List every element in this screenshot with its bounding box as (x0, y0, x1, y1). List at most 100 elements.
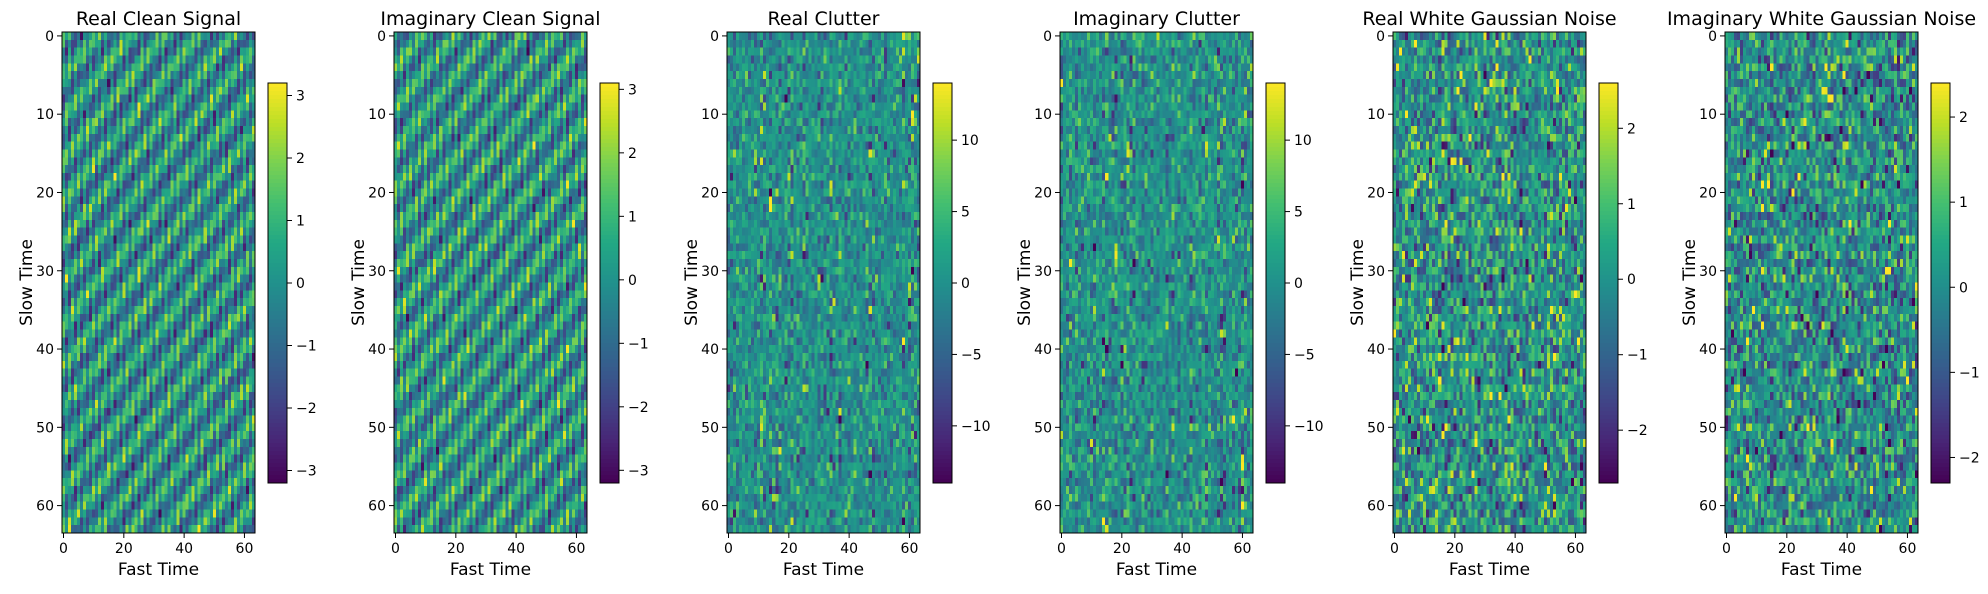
heatmap-cell (149, 189, 152, 197)
heatmap-cell (131, 181, 134, 189)
heatmap-cell (137, 32, 140, 40)
heatmap-cell (228, 463, 231, 471)
heatmap-cell (186, 110, 189, 118)
heatmap-cell (83, 322, 86, 330)
heatmap-cell (186, 251, 189, 259)
heatmap-cell (216, 259, 219, 267)
heatmap-cell (246, 431, 249, 439)
heatmap-cell (65, 275, 68, 283)
heatmap-cell (237, 71, 240, 79)
heatmap-cell (186, 431, 189, 439)
heatmap-cell (451, 118, 454, 126)
heatmap-cell (246, 376, 249, 384)
heatmap-cell (409, 118, 412, 126)
heatmap-cell (222, 251, 225, 259)
heatmap-cell (210, 228, 213, 236)
heatmap-cell (134, 173, 137, 181)
heatmap-cell (524, 87, 527, 95)
heatmap-cell (198, 63, 201, 71)
heatmap-cell (159, 337, 162, 345)
heatmap-cell (149, 32, 152, 40)
heatmap-cell (155, 306, 158, 314)
heatmap-cell (119, 337, 122, 345)
heatmap-cell (237, 142, 240, 150)
heatmap-cell (231, 118, 234, 126)
heatmap-cell (146, 110, 149, 118)
heatmap-cell (125, 400, 128, 408)
heatmap-cell (469, 118, 472, 126)
heatmap-cell (77, 243, 80, 251)
heatmap-cell (198, 40, 201, 48)
heatmap-cell (204, 118, 207, 126)
heatmap-cell (152, 189, 155, 197)
heatmap-cell (101, 298, 104, 306)
heatmap-cell (174, 329, 177, 337)
heatmap-cell (89, 478, 92, 486)
heatmap-cell (77, 502, 80, 510)
heatmap-cell (101, 32, 104, 40)
heatmap-cell (192, 102, 195, 110)
heatmap-cell (107, 392, 110, 400)
heatmap-cell (149, 423, 152, 431)
heatmap-cell (201, 376, 204, 384)
heatmap-cell (146, 329, 149, 337)
heatmap-cell (180, 40, 183, 48)
heatmap-cell (237, 212, 240, 220)
heatmap-cell (195, 126, 198, 134)
heatmap-cell (207, 220, 210, 228)
heatmap-cell (186, 337, 189, 345)
heatmap-cell (119, 478, 122, 486)
heatmap-cell (397, 48, 400, 56)
heatmap-cell (201, 517, 204, 525)
x-tick-label: 20 (115, 541, 133, 557)
heatmap-cell (168, 486, 171, 494)
heatmap-cell (192, 95, 195, 103)
heatmap-cell (575, 110, 578, 118)
heatmap-cell (92, 134, 95, 142)
heatmap-cell (204, 361, 207, 369)
heatmap-cell (74, 361, 77, 369)
heatmap-cell (143, 510, 146, 518)
heatmap-cell (95, 431, 98, 439)
heatmap-cell (140, 439, 143, 447)
heatmap-cell (62, 455, 65, 463)
heatmap-cell (80, 259, 83, 267)
heatmap-cell (213, 455, 216, 463)
heatmap-cell (74, 290, 77, 298)
heatmap-cell (213, 95, 216, 103)
heatmap-cell (243, 376, 246, 384)
heatmap-cell (74, 189, 77, 197)
heatmap-cell (168, 478, 171, 486)
heatmap-cell (463, 55, 466, 63)
heatmap-cell (80, 329, 83, 337)
heatmap-cell (201, 189, 204, 197)
heatmap-cell (131, 118, 134, 126)
heatmap-cell (557, 55, 560, 63)
heatmap-cell (204, 322, 207, 330)
heatmap-cell (62, 189, 65, 197)
heatmap-cell (140, 369, 143, 377)
heatmap-cell (210, 439, 213, 447)
heatmap-cell (204, 290, 207, 298)
heatmap-cell (174, 525, 177, 533)
heatmap-cell (201, 463, 204, 471)
heatmap-cell (491, 87, 494, 95)
heatmap-cell (107, 361, 110, 369)
heatmap-cell (222, 126, 225, 134)
heatmap-cell (415, 118, 418, 126)
heatmap-cell (122, 251, 125, 259)
heatmap-cell (536, 55, 539, 63)
heatmap-cell (509, 118, 512, 126)
heatmap-cell (95, 243, 98, 251)
heatmap-cell (74, 63, 77, 71)
heatmap-cell (569, 102, 572, 110)
heatmap-cell (77, 149, 80, 157)
heatmap-cell (80, 79, 83, 87)
heatmap-cell (137, 196, 140, 204)
heatmap-cell (62, 290, 65, 298)
heatmap-cell (246, 32, 249, 40)
heatmap-cell (192, 236, 195, 244)
heatmap-cell (451, 71, 454, 79)
heatmap-cell (228, 290, 231, 298)
heatmap-cell (186, 384, 189, 392)
